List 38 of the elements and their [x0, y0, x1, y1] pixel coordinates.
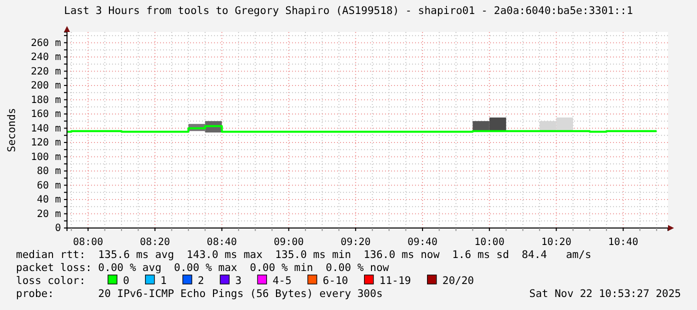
y-tick-label: 240 m — [30, 52, 61, 64]
legend-title: loss color: — [16, 275, 86, 287]
text: packet loss: 0.00 % avg 0.00 % max 0.00 % min 0.00 % now — [16, 262, 390, 274]
y-tick-label: 40 m — [36, 194, 61, 206]
y-axis-title: Seconds — [6, 108, 18, 152]
y-tick-label: 120 m — [30, 138, 61, 149]
x-tick-label: 09:00 — [274, 237, 304, 248]
y-tick-label: 80 m — [36, 166, 61, 178]
legend-label: 2 — [198, 275, 204, 287]
y-tick-label: 140 m — [30, 123, 61, 134]
legend-label: 1 — [160, 275, 167, 287]
legend-label: 20/20 — [442, 275, 474, 287]
legend-label: 0 — [123, 275, 130, 287]
text: median rtt: 135.6 ms avg 143.0 ms max 135.0 ms min 136.0 ms now 1.6 ms sd 84.4 am/s — [16, 249, 592, 261]
y-tick-label: 260 m — [30, 38, 61, 49]
x-tick-label: 08:20 — [140, 237, 170, 248]
y-tick-label: 200 m — [30, 80, 61, 92]
legend-label: 6-10 — [322, 275, 348, 287]
chart-title: Last 3 Hours from tools to Gregory Shapiro (AS199518) - shapiro01 - 2a0a:6040:ba5e:3301::1 — [64, 5, 633, 17]
y-tick-label: 160 m — [30, 109, 61, 120]
x-tick-label: 08:40 — [206, 237, 237, 248]
text: probe: 20 IPv6-ICMP Echo Pings (56 Bytes) every 300s — [16, 288, 383, 300]
y-tick-label: 180 m — [30, 94, 61, 106]
x-tick-label: 09:20 — [340, 237, 371, 248]
x-tick-label: 10:00 — [474, 237, 504, 248]
legend-label: 4-5 — [272, 275, 292, 287]
y-tick-label: 220 m — [30, 66, 61, 78]
x-tick-label: 09:40 — [407, 237, 438, 248]
x-tick-label: 10:40 — [608, 237, 638, 248]
y-tick-label: 20 m — [36, 208, 61, 220]
text: Sat Nov 22 10:53:27 2025 — [529, 288, 681, 300]
y-tick-label: 100 m — [30, 152, 61, 163]
x-tick-label: 08:00 — [73, 237, 104, 248]
legend-label: 11-19 — [379, 275, 412, 287]
y-tick-label: 0 — [54, 223, 61, 234]
y-tick-label: 60 m — [36, 180, 61, 192]
x-tick-label: 10:20 — [541, 237, 572, 248]
legend-label: 3 — [235, 275, 242, 287]
